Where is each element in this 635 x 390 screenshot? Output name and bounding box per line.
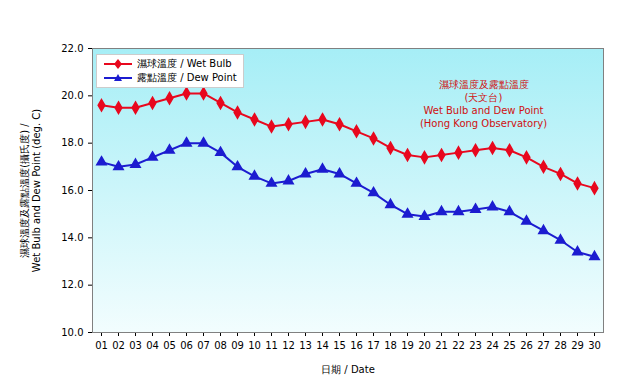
- svg-text:04: 04: [146, 340, 159, 351]
- svg-text:日期 / Date: 日期 / Date: [321, 364, 375, 375]
- svg-text:06: 06: [180, 340, 193, 351]
- svg-text:11: 11: [265, 340, 278, 351]
- svg-text:18.0: 18.0: [61, 137, 83, 148]
- svg-text:16: 16: [350, 340, 363, 351]
- svg-text:19: 19: [401, 340, 414, 351]
- svg-text:10.0: 10.0: [61, 327, 83, 338]
- svg-text:濕球溫度及露點溫度(攝氏度) /Wet Bulb and D: 濕球溫度及露點溫度(攝氏度) /Wet Bulb and Dew Point (…: [19, 109, 42, 272]
- html-text:露點溫度 / Dew Point: 露點溫度 / Dew Point: [137, 72, 237, 83]
- svg-text:24: 24: [486, 340, 499, 351]
- svg-text:14.0: 14.0: [61, 232, 83, 243]
- svg-text:13: 13: [299, 340, 312, 351]
- svg-text:20: 20: [418, 340, 431, 351]
- svg-text:03: 03: [129, 340, 142, 351]
- svg-text:16.0: 16.0: [61, 185, 83, 196]
- svg-text:29: 29: [571, 340, 584, 351]
- svg-text:17: 17: [367, 340, 380, 351]
- svg-text:07: 07: [197, 340, 210, 351]
- svg-text:22.0: 22.0: [61, 43, 83, 54]
- svg-text:25: 25: [503, 340, 516, 351]
- svg-text:28: 28: [554, 340, 567, 351]
- svg-text:21: 21: [435, 340, 448, 351]
- html-text:濕球溫度 / Wet Bulb: 濕球溫度 / Wet Bulb: [137, 58, 232, 69]
- svg-text:01: 01: [95, 340, 108, 351]
- svg-text:18: 18: [384, 340, 397, 351]
- svg-text:20.0: 20.0: [61, 90, 83, 101]
- svg-text:12: 12: [282, 340, 295, 351]
- svg-text:05: 05: [163, 340, 176, 351]
- svg-text:10: 10: [248, 340, 261, 351]
- svg-text:30: 30: [588, 340, 601, 351]
- svg-text:08: 08: [214, 340, 227, 351]
- svg-text:26: 26: [520, 340, 533, 351]
- svg-text:02: 02: [112, 340, 125, 351]
- svg-text:09: 09: [231, 340, 244, 351]
- svg-text:15: 15: [333, 340, 346, 351]
- svg-text:23: 23: [469, 340, 482, 351]
- svg-text:12.0: 12.0: [61, 279, 83, 290]
- svg-text:濕球溫度及露點溫度(天文台)Wet Bulb and Dew: 濕球溫度及露點溫度(天文台)Wet Bulb and Dew Point(Hon…: [420, 79, 547, 129]
- svg-text:22: 22: [452, 340, 465, 351]
- svg-text:14: 14: [316, 340, 329, 351]
- svg-text:27: 27: [537, 340, 550, 351]
